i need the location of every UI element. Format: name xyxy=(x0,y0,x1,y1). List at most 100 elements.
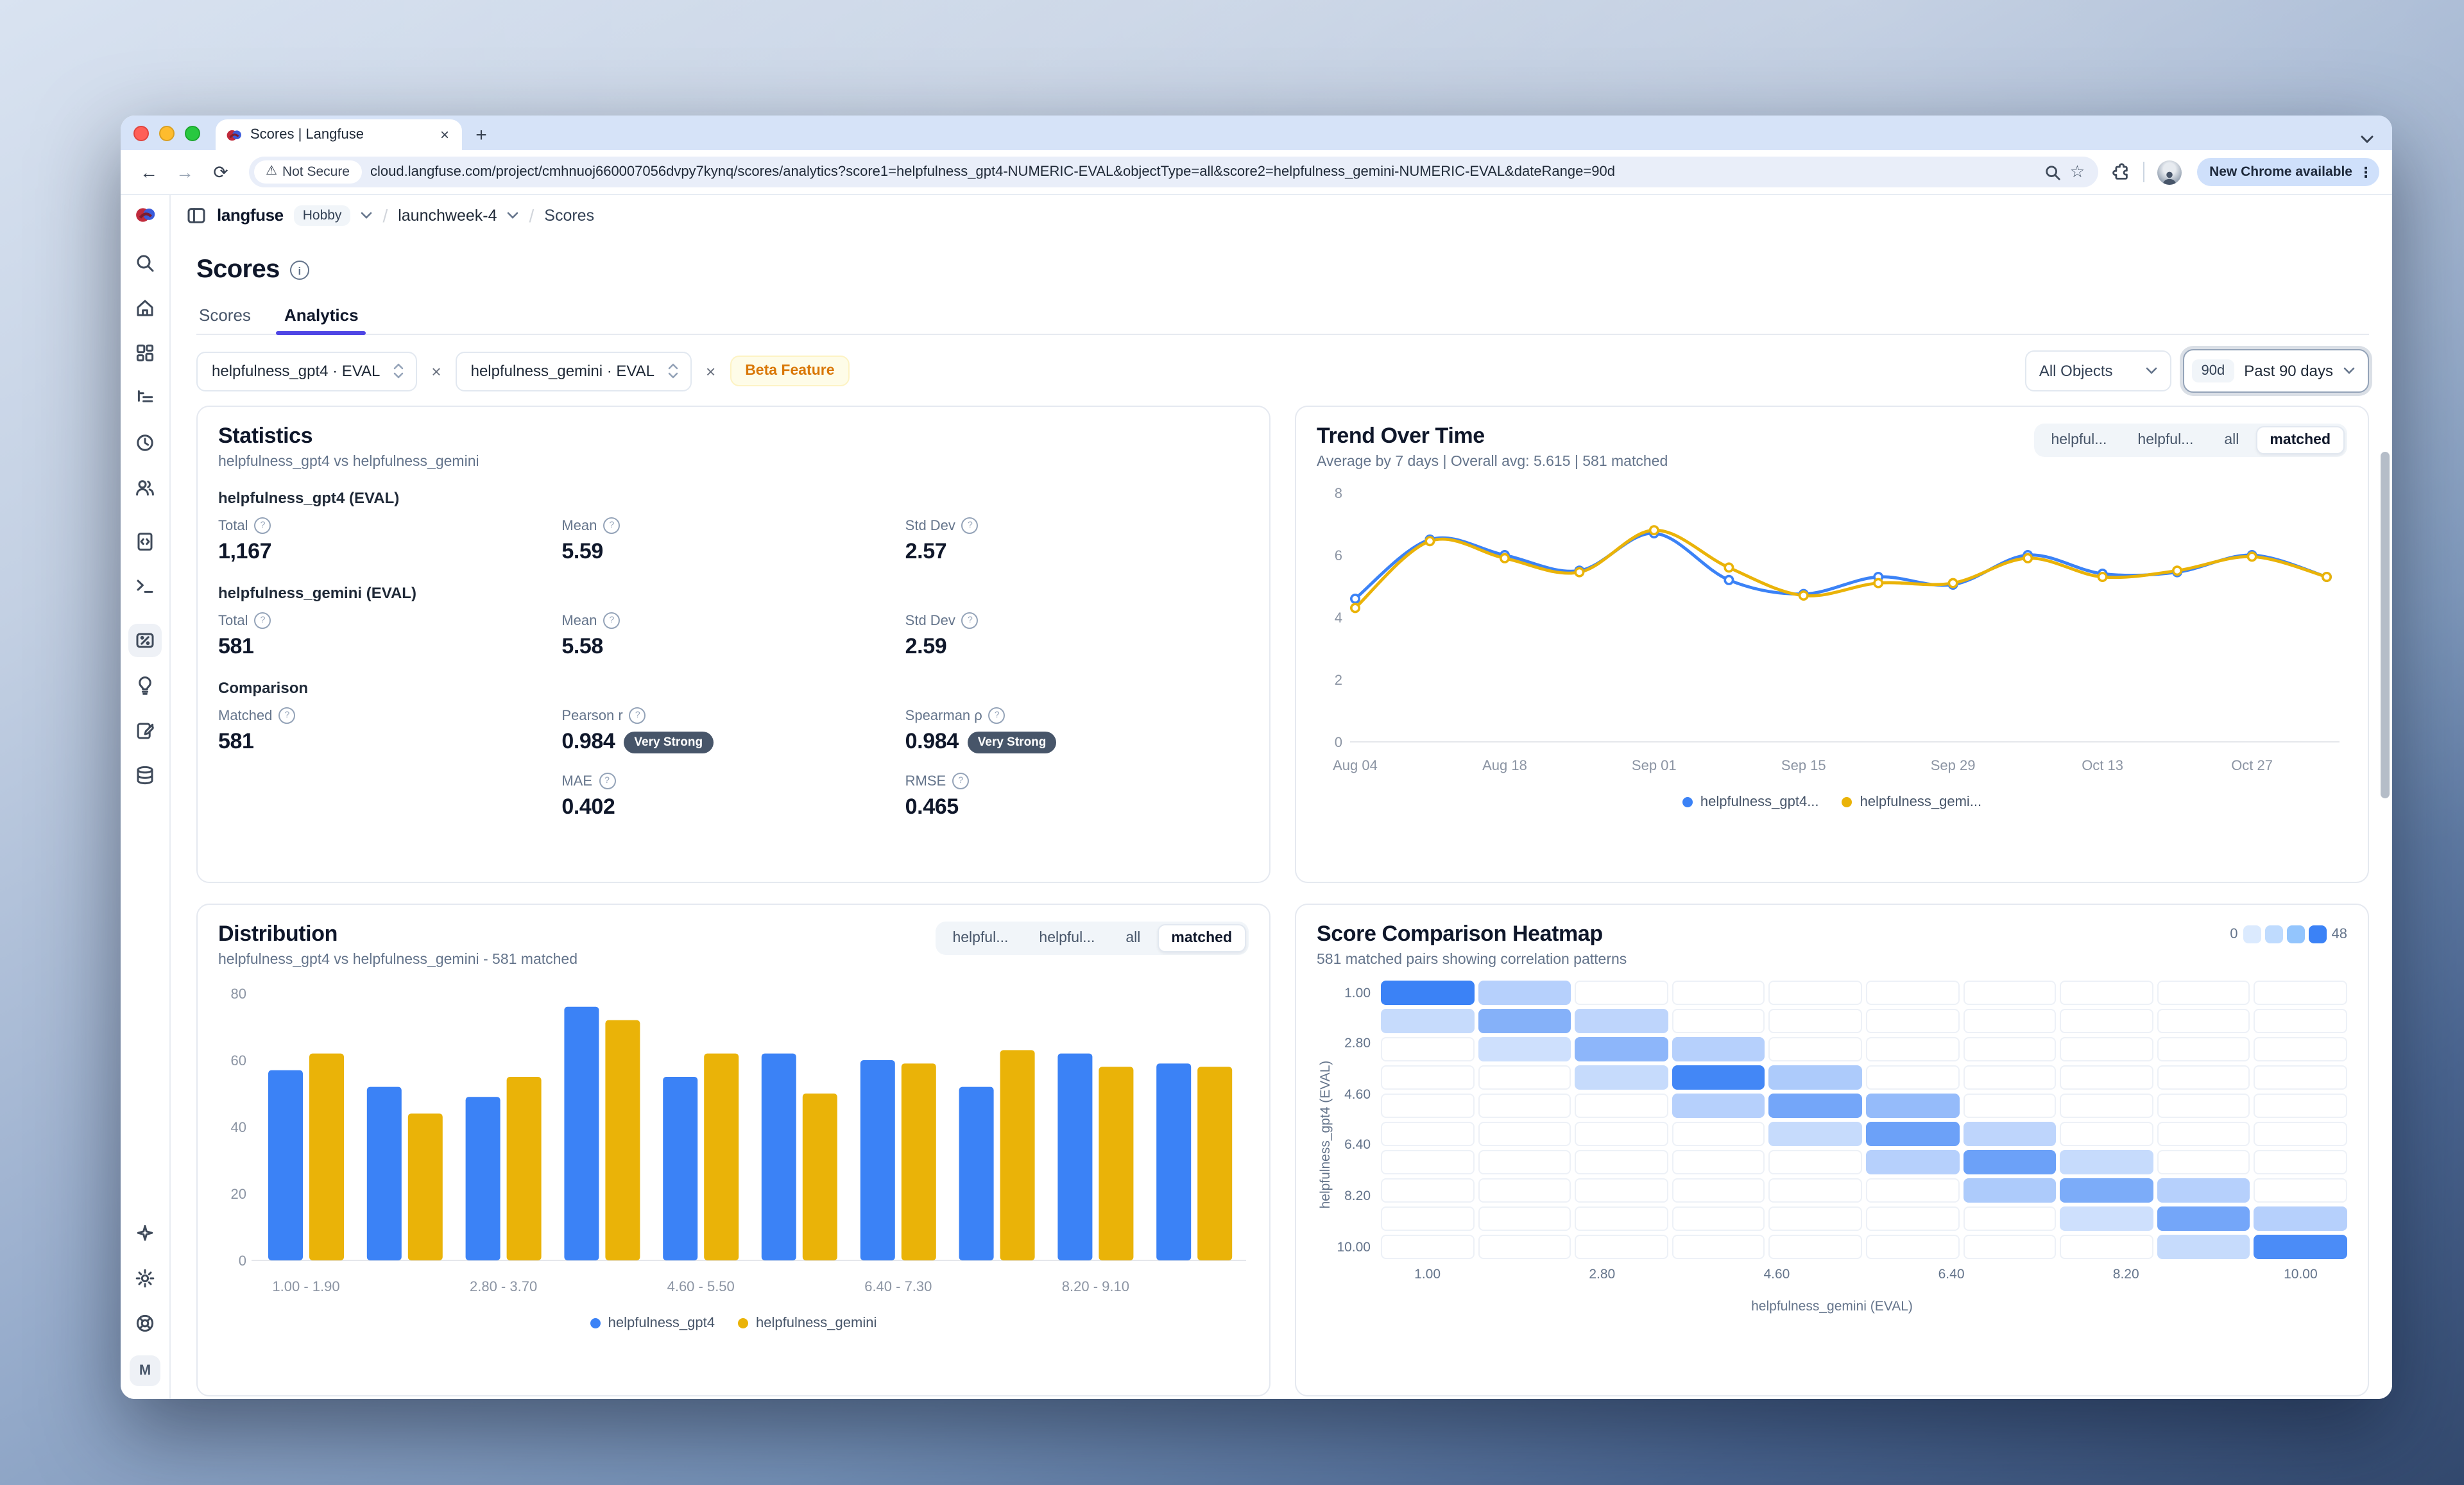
reload-button[interactable]: ⟳ xyxy=(213,161,228,182)
page-info-icon[interactable]: i xyxy=(289,261,309,280)
heatmap-cell xyxy=(2157,1037,2250,1061)
prompts-icon[interactable] xyxy=(128,525,162,558)
score2-select[interactable]: helpfulness_gemini · EVAL xyxy=(455,351,692,391)
svg-text:Sep 15: Sep 15 xyxy=(1781,757,1826,773)
home-icon[interactable] xyxy=(128,291,162,325)
heatmap-cell xyxy=(1575,1150,1668,1174)
help-icon[interactable]: ? xyxy=(603,612,620,629)
heatmap-cell xyxy=(1963,981,2057,1005)
score1-remove-button[interactable]: × xyxy=(431,361,441,381)
settings-gear-icon[interactable] xyxy=(128,1262,162,1295)
heatmap-cell xyxy=(2060,1037,2153,1061)
org-name: langfuse xyxy=(217,205,284,225)
heatmap-x-tick: 8.20 xyxy=(2112,1267,2139,1282)
plan-badge[interactable]: Hobby xyxy=(293,205,351,225)
tracing-icon[interactable] xyxy=(128,381,162,415)
help-icon[interactable]: ? xyxy=(603,517,620,534)
heatmap-cell xyxy=(1575,1009,1668,1033)
annotation-icon[interactable] xyxy=(128,714,162,747)
distribution-filter-score2[interactable]: helpful... xyxy=(1039,931,1095,946)
support-lifebuoy-icon[interactable] xyxy=(128,1307,162,1340)
tab-search-chevron-icon[interactable] xyxy=(2360,135,2374,144)
heatmap-cell xyxy=(2254,1065,2347,1090)
trend-filter-score1[interactable]: helpful... xyxy=(2051,433,2107,448)
heatmap-cell xyxy=(1672,1122,1765,1146)
project-name[interactable]: launchweek-4 xyxy=(398,206,497,224)
user-avatar[interactable]: M xyxy=(130,1355,160,1386)
sidebar-toggle-icon[interactable] xyxy=(186,205,207,225)
heatmap-cell xyxy=(1672,1178,1765,1203)
browser-tab[interactable]: Scores | Langfuse × xyxy=(216,119,462,150)
address-bar[interactable]: ⚠ Not Secure cloud.langfuse.com/project/c… xyxy=(249,157,2098,187)
help-icon[interactable]: ? xyxy=(961,517,979,534)
heatmap-cell xyxy=(1768,1065,1862,1090)
profile-avatar[interactable] xyxy=(2157,160,2182,184)
help-icon[interactable]: ? xyxy=(278,707,296,724)
not-secure-chip[interactable]: ⚠ Not Secure xyxy=(254,160,361,184)
heatmap-cell xyxy=(1575,1065,1668,1090)
heatmap-cell xyxy=(1865,1235,1960,1259)
help-icon[interactable]: ? xyxy=(961,612,979,629)
help-icon[interactable]: ? xyxy=(254,517,271,534)
project-chevron-down-icon[interactable] xyxy=(508,211,519,219)
bookmark-star-icon[interactable]: ☆ xyxy=(2069,162,2085,181)
zoom-window-button[interactable] xyxy=(185,125,200,141)
score2-remove-button[interactable]: × xyxy=(706,361,716,381)
dashboards-icon[interactable] xyxy=(128,336,162,370)
heatmap-cell xyxy=(1963,1178,2057,1203)
vertical-scrollbar-thumb[interactable] xyxy=(2381,452,2390,798)
gemini-metrics: Total? 581 Mean? 5.58 Std Dev? 2.59 xyxy=(218,612,1249,660)
distribution-filter-all[interactable]: all xyxy=(1125,931,1141,946)
minimize-window-button[interactable] xyxy=(159,125,175,141)
statistics-title: Statistics xyxy=(218,424,313,448)
sessions-clock-icon[interactable] xyxy=(128,426,162,459)
help-icon[interactable]: ? xyxy=(599,773,615,789)
heatmap-cell xyxy=(1478,1178,1571,1203)
heatmap-title: Score Comparison Heatmap xyxy=(1317,922,1603,946)
tab-scores[interactable]: Scores xyxy=(199,305,251,325)
url-text: cloud.langfuse.com/project/cmhnuoj660007… xyxy=(370,164,1615,180)
scale-swatch xyxy=(2243,925,2261,943)
distribution-filter-matched[interactable]: matched xyxy=(1157,924,1246,952)
new-chrome-available-button[interactable]: New Chrome available ⋮ xyxy=(2196,158,2379,186)
object-type-select[interactable]: All Objects xyxy=(2024,350,2172,391)
playground-terminal-icon[interactable] xyxy=(128,570,162,603)
org-chevron-down-icon[interactable] xyxy=(361,211,372,219)
chrome-menu-icon[interactable]: ⋮ xyxy=(2359,165,2373,180)
forward-button[interactable]: → xyxy=(176,162,194,182)
back-button[interactable]: ← xyxy=(140,162,158,182)
zoom-page-icon[interactable] xyxy=(2044,164,2061,180)
trend-filter-score2[interactable]: helpful... xyxy=(2137,433,2194,448)
help-icon[interactable]: ? xyxy=(988,707,1005,724)
tab-analytics[interactable]: Analytics xyxy=(276,300,366,335)
distribution-filter-segmented: helpful... helpful... all matched xyxy=(936,922,1249,955)
search-icon[interactable] xyxy=(128,246,162,280)
langfuse-logo[interactable] xyxy=(134,204,156,226)
heatmap-cell xyxy=(2060,1178,2153,1203)
sidebar-item-scores[interactable] xyxy=(128,624,162,657)
spearman-value: 0.984 xyxy=(905,729,959,753)
heatmap-cell xyxy=(1381,981,1475,1005)
help-icon[interactable]: ? xyxy=(952,773,970,789)
close-window-button[interactable] xyxy=(133,125,149,141)
trend-legend: helpfulness_gpt4... helpfulness_gemi... xyxy=(1317,794,2347,810)
distribution-filter-score1[interactable]: helpful... xyxy=(952,931,1009,946)
new-tab-button[interactable]: + xyxy=(475,124,487,146)
trend-filter-matched[interactable]: matched xyxy=(2255,426,2345,454)
heatmap-cell xyxy=(1865,1150,1960,1174)
help-icon[interactable]: ? xyxy=(254,612,271,629)
gpt4-group-heading: helpfulness_gpt4 (EVAL) xyxy=(218,489,400,507)
lightbulb-icon[interactable] xyxy=(128,669,162,702)
score1-select[interactable]: helpfulness_gpt4 · EVAL xyxy=(196,351,418,391)
date-range-select[interactable]: 90d Past 90 days xyxy=(2183,349,2369,393)
datasets-icon[interactable] xyxy=(128,759,162,792)
close-tab-button[interactable]: × xyxy=(440,126,449,144)
users-icon[interactable] xyxy=(128,471,162,504)
metric-label: RMSE xyxy=(905,773,946,789)
extensions-puzzle-icon[interactable] xyxy=(2110,162,2130,182)
heatmap-cell xyxy=(1478,1094,1571,1118)
gemini-std: 2.59 xyxy=(905,634,947,658)
help-icon[interactable]: ? xyxy=(629,707,646,724)
whats-new-sparkle-icon[interactable] xyxy=(128,1217,162,1250)
trend-filter-all[interactable]: all xyxy=(2224,433,2239,448)
